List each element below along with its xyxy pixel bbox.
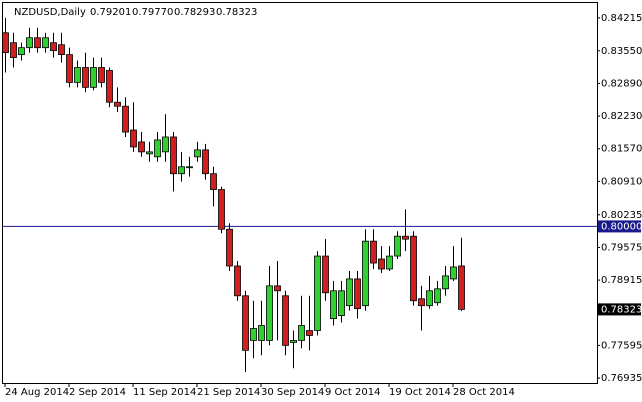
ohlc-close: 0.78323 — [216, 7, 257, 18]
candle-body — [34, 37, 41, 49]
candle-body — [2, 32, 9, 54]
candle-body — [226, 228, 233, 267]
y-tick-label: 0.82890 — [601, 78, 642, 89]
y-tick-label: 0.76935 — [601, 373, 642, 384]
candle-body — [74, 67, 81, 83]
candle-body — [402, 235, 409, 240]
candle-body — [42, 37, 49, 49]
y-tick-label: 0.81570 — [601, 144, 642, 155]
candle-body — [82, 67, 89, 88]
candle-body — [266, 285, 273, 341]
candle-body — [322, 255, 329, 294]
y-tick-label: 0.77595 — [601, 340, 642, 351]
candle-body — [298, 325, 305, 341]
symbol: NZDUSD,Daily — [14, 7, 86, 18]
candle-body — [306, 330, 313, 336]
y-tick-label: 0.80910 — [601, 176, 642, 187]
y-tick-label: 0.80235 — [601, 210, 642, 221]
candle-body — [18, 47, 25, 56]
x-tick-label: 24 Aug 2014 — [5, 387, 69, 398]
candle-body — [338, 290, 345, 317]
candle-body — [106, 70, 113, 103]
y-tick-label: 0.78915 — [601, 275, 642, 286]
ohlc-open: 0.79201 — [90, 7, 131, 18]
candle-body — [346, 278, 353, 307]
candle-body — [210, 173, 217, 190]
candle-body — [354, 278, 361, 310]
candle-body — [66, 54, 73, 83]
candle-body — [122, 105, 129, 133]
candle-body — [130, 129, 137, 148]
candle-body — [450, 266, 457, 280]
candle-body — [50, 42, 57, 52]
candle-body — [330, 290, 337, 319]
x-tick-label: 9 Oct 2014 — [325, 387, 380, 398]
candle-body — [378, 258, 385, 270]
candle-body — [394, 235, 401, 257]
y-tick-label: 0.84215 — [601, 13, 642, 24]
candle-body — [98, 67, 105, 83]
candle-body — [250, 328, 257, 341]
candle-body — [282, 295, 289, 346]
candle-body — [242, 295, 249, 351]
header: NZDUSD,Daily 0.79201 0.79770 0.78293 0.7… — [14, 7, 257, 18]
hline-label-box — [598, 220, 641, 233]
price-label: 0.78323 — [601, 304, 642, 315]
x-tick-label: 2 Sep 2014 — [69, 387, 126, 398]
candle-body — [314, 255, 321, 331]
candle-body — [186, 166, 193, 169]
candle-body — [10, 42, 17, 58]
y-tick-label: 0.83550 — [601, 46, 642, 57]
candle-body — [90, 67, 97, 88]
ohlc-low: 0.78293 — [174, 7, 215, 18]
y-tick-label: 0.82230 — [601, 111, 642, 122]
candle-body — [26, 37, 33, 49]
candle-body — [290, 340, 297, 343]
price-label-box — [598, 303, 641, 316]
candle-body — [234, 265, 241, 297]
x-tick-label: 28 Oct 2014 — [453, 387, 515, 398]
candle-body — [202, 149, 209, 175]
plot-frame — [2, 2, 598, 384]
x-tick-label: 19 Oct 2014 — [389, 387, 451, 398]
candle-body — [114, 101, 121, 107]
y-tick-label: 0.79575 — [601, 242, 642, 253]
candle-body — [370, 240, 377, 264]
candle-body — [274, 285, 281, 292]
candle-body — [442, 275, 449, 290]
candle-body — [218, 189, 225, 230]
hline-label: 0.80000 — [601, 221, 642, 232]
candle-body — [418, 298, 425, 307]
ohlc-high: 0.79770 — [132, 7, 173, 18]
candle-body — [194, 149, 201, 158]
x-tick-label: 11 Sep 2014 — [133, 387, 196, 398]
candle-body — [458, 265, 465, 310]
candle-body — [162, 136, 169, 153]
candle-body — [154, 139, 161, 158]
x-tick-label: 21 Sep 2014 — [197, 387, 260, 398]
candle-body — [410, 235, 417, 302]
candle-body — [146, 151, 153, 155]
candle-body — [434, 288, 441, 304]
candle-body — [362, 240, 369, 307]
candle-body — [170, 136, 177, 175]
candle-body — [386, 255, 393, 270]
candle-body — [258, 325, 265, 341]
candle-body — [138, 141, 145, 153]
candle-body — [178, 166, 185, 175]
x-tick-label: 30 Sep 2014 — [261, 387, 324, 398]
candle-body — [58, 44, 65, 56]
candle-body — [426, 290, 433, 307]
